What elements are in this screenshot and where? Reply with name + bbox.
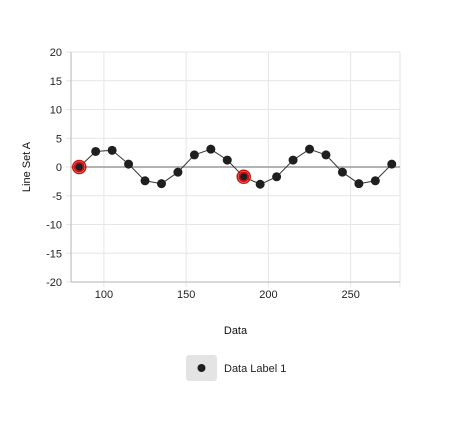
- y-tick-label: 20: [50, 47, 62, 59]
- axis-layer: 20 15 10 5 0 -5 -10 -15 -20 100 150 200 250: [46, 47, 400, 301]
- data-point[interactable]: [305, 144, 315, 154]
- data-point[interactable]: [189, 150, 199, 160]
- x-tick-label: 100: [95, 289, 113, 301]
- x-tick-label: 150: [177, 289, 195, 301]
- highlight-ring: [236, 169, 251, 185]
- data-point[interactable]: [140, 176, 150, 186]
- y-tick-label: -10: [46, 220, 62, 232]
- series-layer: [71, 144, 397, 189]
- data-point[interactable]: [222, 155, 232, 165]
- x-tick-label: 250: [341, 289, 359, 301]
- y-tick-label: -15: [46, 248, 62, 260]
- data-point[interactable]: [288, 155, 298, 165]
- data-point[interactable]: [91, 146, 101, 156]
- data-point[interactable]: [354, 179, 364, 189]
- data-point[interactable]: [370, 176, 380, 186]
- legend-marker: [197, 364, 206, 372]
- data-point[interactable]: [255, 179, 265, 189]
- data-point[interactable]: [156, 179, 166, 189]
- highlight-ring: [71, 159, 87, 175]
- legend-label: Data Label 1: [224, 363, 286, 375]
- y-tick-label: 10: [50, 105, 62, 117]
- grid-layer: [66, 51, 401, 287]
- highlighted-data-point[interactable]: [238, 171, 250, 183]
- highlighted-data-point[interactable]: [73, 161, 85, 173]
- y-axis-title: Line Set A: [21, 141, 33, 192]
- y-tick-label: -20: [46, 277, 62, 289]
- x-tick-label: 200: [259, 289, 277, 301]
- data-point[interactable]: [206, 144, 216, 154]
- data-point[interactable]: [272, 172, 282, 182]
- legend[interactable]: Data Label 1: [186, 355, 286, 381]
- data-point[interactable]: [337, 167, 347, 177]
- x-axis-title: Data: [224, 325, 248, 337]
- data-point[interactable]: [124, 159, 134, 169]
- data-point[interactable]: [321, 150, 331, 160]
- data-point[interactable]: [387, 159, 397, 169]
- y-tick-label: -5: [52, 191, 62, 203]
- y-tick-label: 15: [50, 76, 62, 88]
- y-tick-label: 0: [56, 162, 62, 174]
- data-point[interactable]: [173, 167, 183, 177]
- y-tick-label: 5: [56, 133, 62, 145]
- data-point[interactable]: [107, 145, 117, 155]
